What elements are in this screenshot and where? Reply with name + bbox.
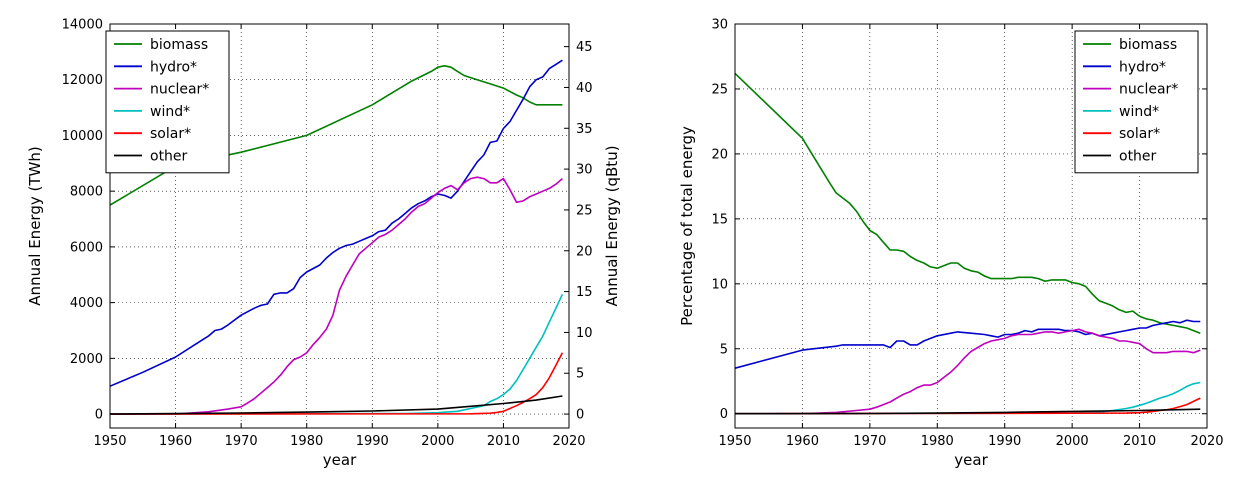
series-line-wind xyxy=(734,381,1201,415)
series-line-hydro xyxy=(109,59,563,387)
series-line-hydro xyxy=(734,319,1201,369)
y-right-tick-label: 45 xyxy=(576,40,593,55)
x-tick-label: 2000 xyxy=(1056,434,1089,449)
y-tick-label: 6000 xyxy=(70,240,103,255)
series-line-other xyxy=(109,395,563,415)
chart-annual-energy: 1950 1960 1970 1980 1990 2000 2010 202002000400… xyxy=(26,18,621,470)
x-tick-label: 2020 xyxy=(552,434,585,449)
series-line-wind xyxy=(109,293,564,415)
y-tick-label: 2000 xyxy=(70,352,103,367)
y-axis-title: Percentage of total energy xyxy=(678,126,696,326)
y-right-tick-label: 15 xyxy=(576,285,593,300)
legend-label-wind: wind* xyxy=(150,104,190,120)
x-tick-label: 1990 xyxy=(356,434,389,449)
legend-label-biomass: biomass xyxy=(150,37,208,53)
x-tick-label: 1990 xyxy=(988,434,1021,449)
legend-label-wind: wind* xyxy=(1119,104,1159,120)
x-tick-label: 1980 xyxy=(921,434,954,449)
y-tick-label: 14000 xyxy=(62,18,103,33)
legend-label-nuclear: nuclear* xyxy=(1119,82,1178,98)
y-right-tick-label: 40 xyxy=(576,81,593,96)
legend-label-other: other xyxy=(1119,149,1157,165)
x-tick-label: 1950 xyxy=(718,434,751,449)
y-right-tick-label: 25 xyxy=(576,203,593,218)
series-line-biomass xyxy=(109,65,563,206)
x-tick-label: 2010 xyxy=(1123,434,1156,449)
legend-box xyxy=(105,30,230,174)
y-right-axis-title: Annual Energy (qBtu) xyxy=(603,145,621,306)
x-axis-title: year xyxy=(954,451,988,469)
y-right-tick-label: 30 xyxy=(576,163,593,178)
y-right-tick-label: 20 xyxy=(576,244,593,259)
legend-label-solar: solar* xyxy=(150,126,191,142)
x-tick-label: 1980 xyxy=(290,434,323,449)
legend-box xyxy=(1074,30,1199,174)
series-line-biomass xyxy=(734,72,1201,334)
y-right-tick-label: 5 xyxy=(576,367,584,382)
legend-label-other: other xyxy=(150,149,188,165)
y-axis-title: Annual Energy (TWh) xyxy=(26,146,44,305)
y-tick-label: 15 xyxy=(711,212,728,227)
series-line-solar xyxy=(109,352,564,415)
x-tick-label: 2010 xyxy=(487,434,520,449)
x-tick-label: 1960 xyxy=(159,434,192,449)
y-tick-label: 10000 xyxy=(62,129,103,144)
y-right-tick-label: 35 xyxy=(576,122,593,137)
y-tick-label: 30 xyxy=(711,18,728,33)
plot-frame xyxy=(734,23,1208,429)
y-right-tick-label: 0 xyxy=(576,408,584,423)
plot-frame xyxy=(109,23,570,429)
legend-label-hydro: hydro* xyxy=(150,59,197,75)
y-right-tick-label: 10 xyxy=(576,326,593,341)
x-tick-label: 1970 xyxy=(225,434,258,449)
y-tick-label: 4000 xyxy=(70,296,103,311)
chart-percentage-energy: 1950 1960 1970 1980 1990 2000 2010 2020 0 5 10 15 20… xyxy=(678,18,1224,470)
y-tick-label: 12000 xyxy=(62,73,103,88)
y-tick-label: 0 xyxy=(720,407,728,422)
y-tick-label: 25 xyxy=(711,82,728,97)
y-tick-label: 10 xyxy=(711,277,728,292)
x-tick-label: 2000 xyxy=(421,434,454,449)
y-tick-label: 0 xyxy=(95,408,103,423)
x-axis-title: year xyxy=(323,451,357,469)
legend-label-hydro: hydro* xyxy=(1119,59,1166,75)
y-tick-label: 20 xyxy=(711,147,728,162)
y-tick-label: 8000 xyxy=(70,185,103,200)
x-tick-label: 2020 xyxy=(1190,434,1223,449)
x-tick-label: 1950 xyxy=(93,434,126,449)
x-tick-label: 1960 xyxy=(786,434,819,449)
y-tick-label: 5 xyxy=(720,342,728,357)
legend-label-biomass: biomass xyxy=(1119,37,1177,53)
legend-label-nuclear: nuclear* xyxy=(150,82,209,98)
series-line-nuclear xyxy=(735,328,1201,415)
legend-label-solar: solar* xyxy=(1119,126,1160,142)
x-tick-label: 1970 xyxy=(853,434,886,449)
series-line-nuclear xyxy=(110,176,563,415)
series-line-other xyxy=(734,408,1201,415)
